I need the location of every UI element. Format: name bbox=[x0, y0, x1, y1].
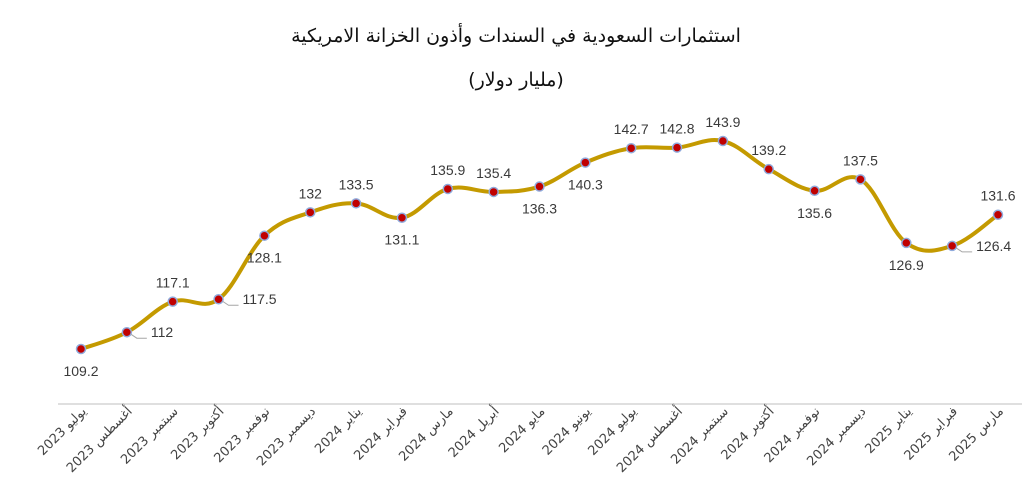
data-point bbox=[671, 142, 683, 153]
data-point bbox=[167, 296, 178, 307]
data-label-leader-line bbox=[130, 333, 147, 339]
data-label: 133.5 bbox=[339, 176, 374, 192]
data-point bbox=[305, 207, 316, 218]
data-point bbox=[75, 343, 87, 355]
data-point bbox=[213, 293, 224, 305]
data-point bbox=[717, 135, 729, 147]
data-label: 135.4 bbox=[476, 165, 511, 181]
data-point bbox=[488, 186, 499, 198]
data-label: 142.7 bbox=[614, 121, 649, 137]
data-label: 135.9 bbox=[430, 162, 465, 178]
data-label: 142.8 bbox=[660, 121, 695, 137]
data-point bbox=[580, 157, 591, 168]
data-label: 143.9 bbox=[705, 114, 740, 130]
data-point bbox=[855, 174, 866, 185]
data-label: 135.6 bbox=[797, 205, 832, 221]
data-point bbox=[259, 230, 270, 241]
series-line-group bbox=[80, 138, 1000, 351]
data-label: 117.5 bbox=[243, 291, 277, 307]
data-label: 132 bbox=[299, 185, 323, 201]
data-label: 126.4 bbox=[976, 238, 1011, 254]
data-point bbox=[992, 209, 1004, 220]
data-label: 136.3 bbox=[522, 201, 557, 217]
chart-title: استثمارات السعودية في السندات وأذون الخز… bbox=[291, 23, 741, 47]
data-point bbox=[350, 198, 362, 209]
data-label-leader-line bbox=[955, 247, 973, 253]
data-point bbox=[901, 237, 912, 249]
data-point bbox=[396, 212, 408, 223]
data-point bbox=[763, 163, 774, 175]
data-label: 112 bbox=[151, 324, 174, 340]
data-point bbox=[442, 183, 454, 195]
data-point bbox=[625, 142, 637, 154]
data-labels-group: 109.2 112 117.1 117.5 128.1 132 133.5 131.1 135.… bbox=[63, 114, 1015, 379]
data-point bbox=[946, 240, 958, 252]
data-point bbox=[534, 181, 545, 192]
data-point bbox=[809, 185, 820, 197]
data-label: 117.1 bbox=[156, 275, 190, 291]
data-label: 131.6 bbox=[980, 188, 1015, 204]
data-point bbox=[121, 326, 133, 338]
markers-group bbox=[75, 135, 1004, 355]
data-label: 109.2 bbox=[63, 363, 98, 379]
series-line bbox=[80, 138, 1000, 351]
data-label: 131.1 bbox=[384, 232, 419, 248]
data-label: 137.5 bbox=[843, 152, 878, 168]
data-label: 140.3 bbox=[568, 177, 603, 193]
data-label-leader-line bbox=[222, 300, 239, 306]
chart-subtitle: (مليار دولار) bbox=[468, 69, 564, 91]
data-label: 128.1 bbox=[247, 250, 282, 266]
data-label: 126.9 bbox=[889, 257, 924, 273]
data-label: 139.2 bbox=[751, 142, 786, 158]
